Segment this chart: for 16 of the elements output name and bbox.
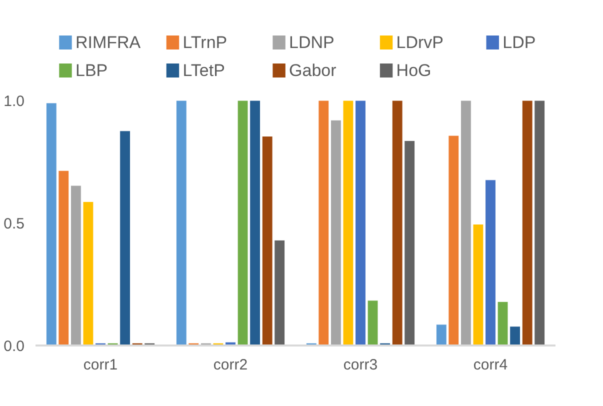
legend-label: LBP — [75, 61, 108, 80]
y-tick-label: 0.0 — [4, 338, 25, 355]
legend-label: LTetP — [182, 61, 225, 80]
x-tick-label: corr3 — [343, 356, 378, 374]
y-tick-label: 1.0 — [4, 93, 25, 110]
legend-label: HoG — [396, 61, 432, 80]
legend-label: RIMFRA — [75, 33, 142, 52]
legend-label: LDP — [502, 33, 536, 52]
y-tick-label: 0.5 — [4, 216, 25, 232]
x-tick-label: corr4 — [473, 356, 508, 374]
legend-label: LTrnP — [182, 33, 228, 52]
x-tick-label: corr2 — [213, 356, 248, 374]
legend-label: LDNP — [289, 33, 334, 52]
legend-label: Gabor — [289, 61, 337, 80]
legend-label: LDrvP — [396, 33, 444, 52]
x-tick-label: corr1 — [83, 356, 118, 374]
